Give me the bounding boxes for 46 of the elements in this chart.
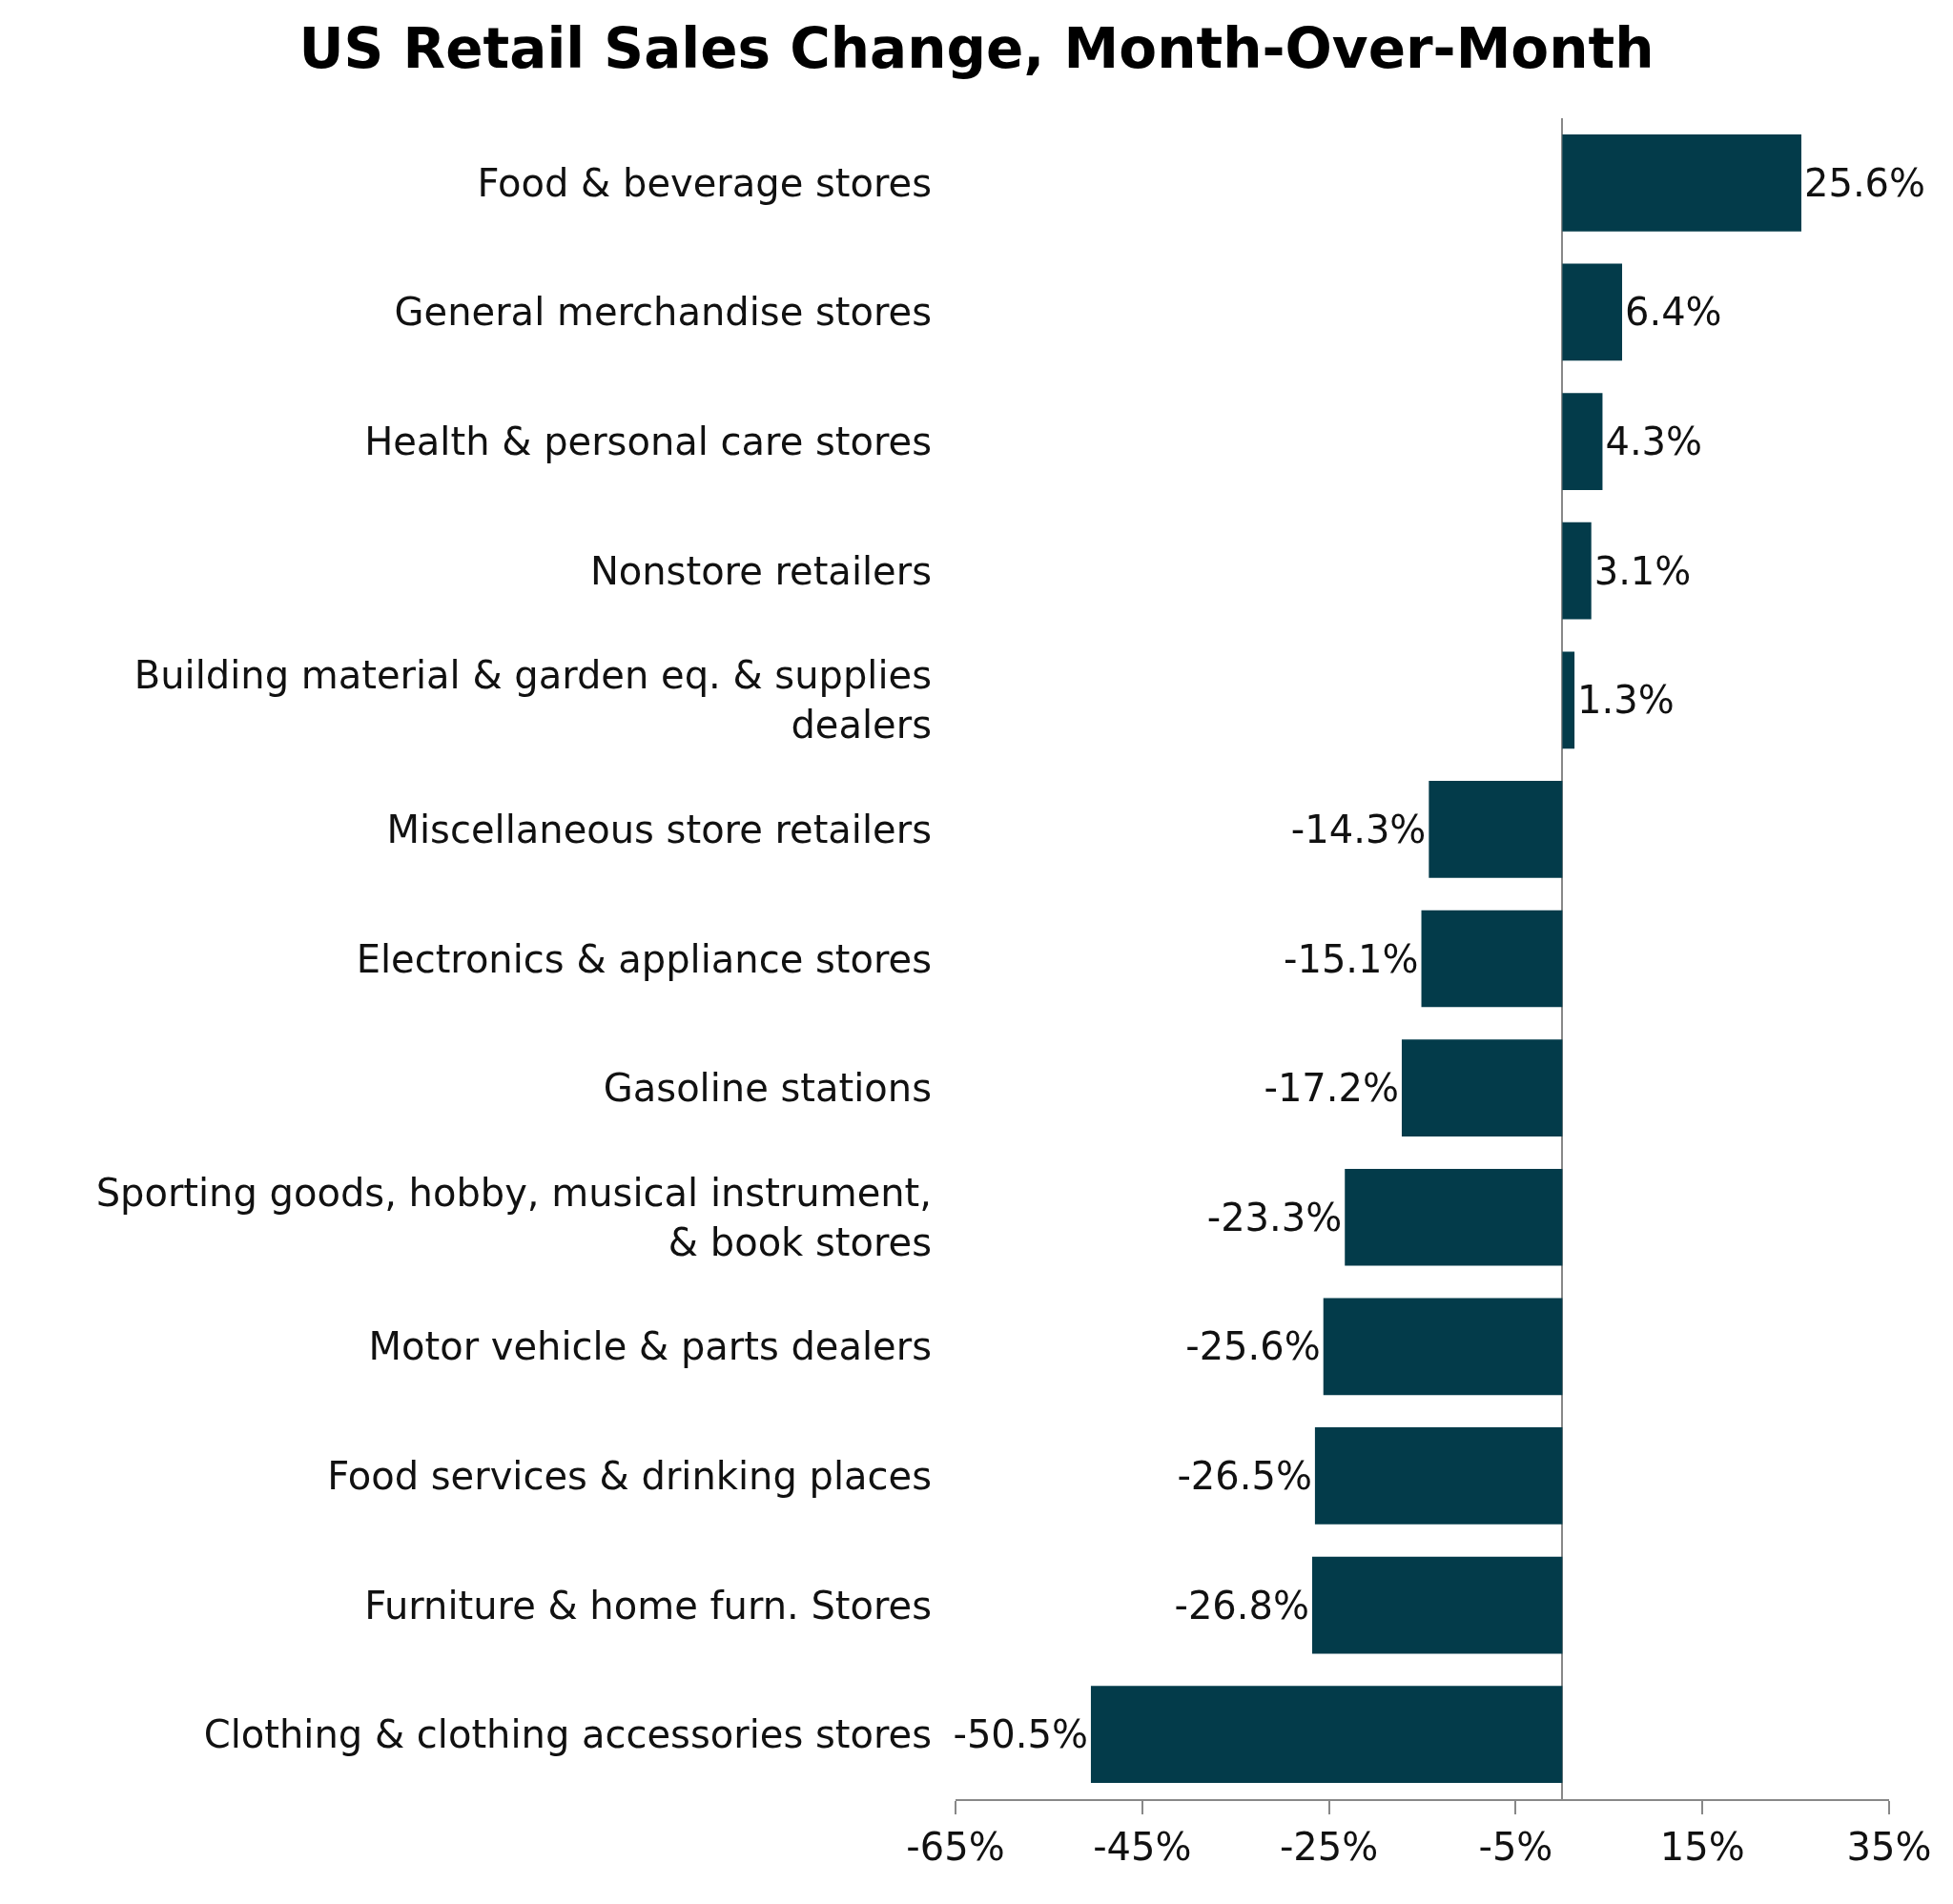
data-label: -26.8% <box>1174 1583 1309 1628</box>
data-label: -26.5% <box>1177 1453 1312 1498</box>
y-tick-label: Miscellaneous store retailers <box>386 807 932 851</box>
x-tick-label: 15% <box>1659 1825 1745 1869</box>
y-tick-label: Electronics & appliance stores <box>356 936 932 981</box>
x-tick-label: 35% <box>1846 1825 1932 1869</box>
bar <box>1401 1039 1563 1136</box>
bar <box>1429 781 1563 878</box>
data-label: -25.6% <box>1185 1324 1321 1369</box>
bar <box>1562 263 1623 361</box>
chart-title: US Retail Sales Change, Month-Over-Month <box>298 15 1655 81</box>
data-label: 25.6% <box>1803 160 1926 205</box>
y-tick-label: General merchandise stores <box>394 290 932 335</box>
y-tick-label: Food services & drinking places <box>327 1453 932 1498</box>
y-tick-label: Building material & garden eq. & supplies dealers <box>134 653 932 747</box>
bar <box>1562 522 1592 620</box>
data-label: -14.3% <box>1290 807 1427 851</box>
bar <box>1345 1168 1563 1266</box>
x-tick-label: -45% <box>1093 1825 1192 1869</box>
bar <box>1562 651 1575 749</box>
bar <box>1090 1686 1563 1784</box>
y-tick-label: Clothing & clothing accessories stores <box>203 1712 932 1757</box>
bar <box>1562 393 1603 490</box>
data-label: 6.4% <box>1625 290 1722 335</box>
y-tick-label: Food & beverage stores <box>477 160 932 205</box>
bar <box>1421 910 1563 1008</box>
y-tick-label: Motor vehicle & parts dealers <box>368 1324 932 1369</box>
data-label: -23.3% <box>1206 1195 1343 1239</box>
y-tick-label: Nonstore retailers <box>589 548 932 593</box>
y-tick-label: Gasoline stations <box>603 1066 932 1111</box>
x-tick-label: -65% <box>906 1825 1005 1869</box>
data-label: -15.1% <box>1284 936 1419 981</box>
bar <box>1314 1427 1563 1525</box>
data-label: 1.3% <box>1577 678 1675 723</box>
y-tick-label: Furniture & home furn. Stores <box>364 1583 932 1628</box>
x-tick-label: -25% <box>1279 1825 1379 1869</box>
bar <box>1562 133 1801 232</box>
data-label: -17.2% <box>1264 1066 1399 1111</box>
data-label: 3.1% <box>1593 548 1692 593</box>
y-tick-label: Health & personal care stores <box>364 420 932 464</box>
x-tick-label: -5% <box>1478 1825 1553 1869</box>
bar <box>1311 1556 1563 1654</box>
bar <box>1323 1298 1563 1396</box>
data-label: 4.3% <box>1605 420 1703 464</box>
y-tick-label: Sporting goods, hobby, musical instrument, & book stores <box>95 1170 932 1264</box>
data-label: -50.5% <box>953 1712 1088 1757</box>
